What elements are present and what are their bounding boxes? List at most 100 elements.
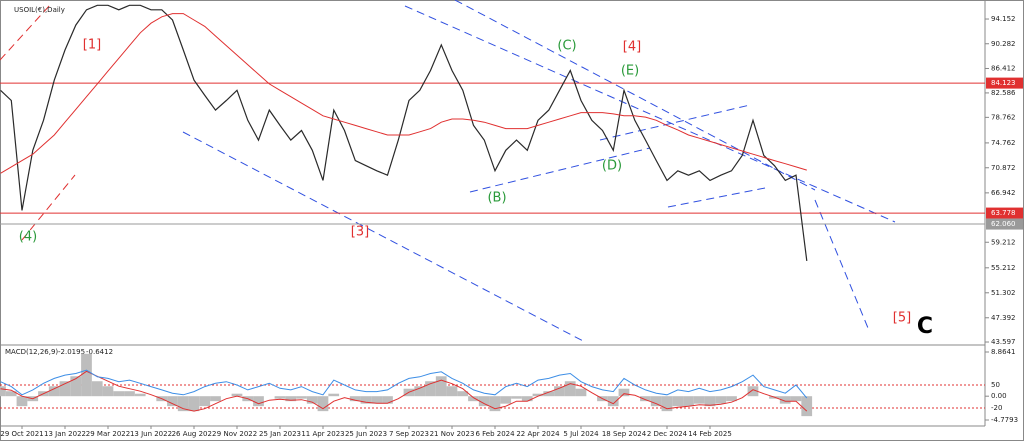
- macd-bar: [435, 376, 447, 397]
- macd-bar: [457, 391, 469, 397]
- x-tick-label: 14 Feb 2025: [688, 430, 732, 438]
- macd-bar: [564, 381, 576, 397]
- macd-bar: [0, 386, 6, 397]
- macd-bar: [672, 396, 684, 407]
- macd-bar: [177, 396, 189, 412]
- macd-bar: [360, 396, 372, 404]
- macd-bar: [425, 381, 436, 397]
- y-tick-label: 86.412: [991, 64, 1016, 72]
- macd-bar: [253, 396, 264, 407]
- x-tick-label: 26 Aug 2022: [172, 430, 217, 438]
- macd-reading: -0.6412: [86, 348, 113, 356]
- y-tick-label: 90.282: [991, 40, 1016, 48]
- macd-bar: [704, 396, 716, 407]
- y-tick-label: 0.00: [991, 392, 1007, 400]
- y-tick-label: 55.212: [991, 264, 1016, 272]
- wave-label: (4): [19, 230, 37, 245]
- price-line: [0, 4, 808, 261]
- macd-bar: [199, 396, 211, 407]
- x-tick-label: 13 Jan 2022: [44, 430, 86, 438]
- trend-line: [469, 147, 651, 193]
- macd-bar: [607, 396, 619, 407]
- trend-lines: [182, 0, 896, 343]
- macd-bar: [489, 396, 501, 412]
- wave-label: (B): [487, 191, 506, 206]
- y-tick-label: 47.392: [991, 314, 1016, 322]
- x-tick-label: 13 Jun 2022: [130, 430, 172, 438]
- macd-bar: [747, 386, 759, 397]
- y-tick-label: 66.942: [991, 189, 1016, 197]
- y-tick-label: 78.762: [991, 113, 1016, 121]
- macd-bar: [640, 396, 651, 402]
- macd-bar: [70, 376, 82, 397]
- wave-label: [3]: [351, 225, 369, 240]
- trend-line: [667, 187, 766, 208]
- level-tag: [986, 218, 1023, 230]
- wave-label: [1]: [83, 38, 101, 53]
- level-tag: [986, 77, 1023, 89]
- macd-title: MACD(12,26,9): [5, 348, 58, 356]
- macd-bar: [274, 396, 286, 399]
- macd-bar: [124, 391, 135, 397]
- y-tick-label: -4.7793: [991, 416, 1018, 424]
- macd-bar: [306, 396, 318, 404]
- macd-bar: [693, 396, 705, 404]
- macd-bar: [382, 396, 393, 404]
- wave-label: [5]: [893, 311, 911, 326]
- macd-bar: [102, 386, 114, 397]
- macd-line: [0, 370, 808, 412]
- chart-title: USOIL(€),Daily: [14, 6, 65, 14]
- x-tick-label: 9 Nov 2022: [217, 430, 257, 438]
- channel-lines: [0, 4, 76, 241]
- level-label: 84.123: [991, 79, 1016, 87]
- macd-bar: [790, 396, 802, 402]
- level-label: 63.778: [991, 209, 1016, 217]
- macd-bar: [371, 396, 383, 404]
- wave-label: C: [917, 314, 933, 339]
- macd-bar: [575, 388, 587, 397]
- y-tick-label: 74.762: [991, 139, 1016, 147]
- macd-bar: [532, 393, 544, 397]
- x-tick-label: 7 Sep 2023: [389, 430, 429, 438]
- macd-bar: [231, 393, 243, 397]
- y2-tick-label: -20: [991, 404, 1002, 412]
- macd-bar: [296, 396, 307, 399]
- y-tick-label: 51.302: [991, 289, 1016, 297]
- macd-reading: -2.0195: [58, 348, 85, 356]
- x-tick-label: 6 Feb 2024: [475, 430, 515, 438]
- x-tick-label: 25 Jun 2023: [345, 430, 387, 438]
- x-tick-label: 5 Jul 2024: [563, 430, 599, 438]
- y-tick-label: 59.212: [991, 238, 1016, 246]
- y-tick-label: 82.586: [991, 89, 1016, 97]
- x-tick-label: 2 Dec 2024: [647, 430, 688, 438]
- macd-bar: [5, 391, 17, 397]
- macd-bar: [414, 386, 426, 397]
- macd-bar: [59, 381, 71, 397]
- macd-bar: [511, 396, 522, 399]
- macd-bar: [726, 396, 737, 402]
- macd-bar: [285, 396, 297, 402]
- macd-bar: [683, 396, 694, 407]
- x-tick-label: 22 Apr 2024: [516, 430, 560, 438]
- x-tick-label: 21 Nov 2023: [430, 430, 475, 438]
- macd-bar: [500, 396, 512, 404]
- x-tick-label: 29 Oct 2021: [0, 430, 43, 438]
- y-tick-label: 8.8641: [991, 348, 1016, 356]
- price-line: [0, 13, 807, 174]
- macd-bar: [16, 396, 28, 407]
- trend-line: [21, 174, 76, 241]
- trend-line: [182, 131, 586, 343]
- x-tick-label: 29 Mar 2022: [86, 430, 130, 438]
- macd-bar: [468, 396, 479, 402]
- wave-label: [4]: [623, 40, 641, 55]
- y-tick-label: 70.872: [991, 164, 1016, 172]
- macd-bar: [167, 396, 178, 407]
- wave-label: (C): [557, 39, 576, 54]
- macd-bar: [91, 381, 103, 397]
- macd-bar: [554, 386, 565, 397]
- macd-bar: [134, 393, 146, 397]
- macd-bar: [210, 396, 221, 402]
- trend-line: [814, 199, 869, 329]
- macd-bar: [650, 396, 662, 407]
